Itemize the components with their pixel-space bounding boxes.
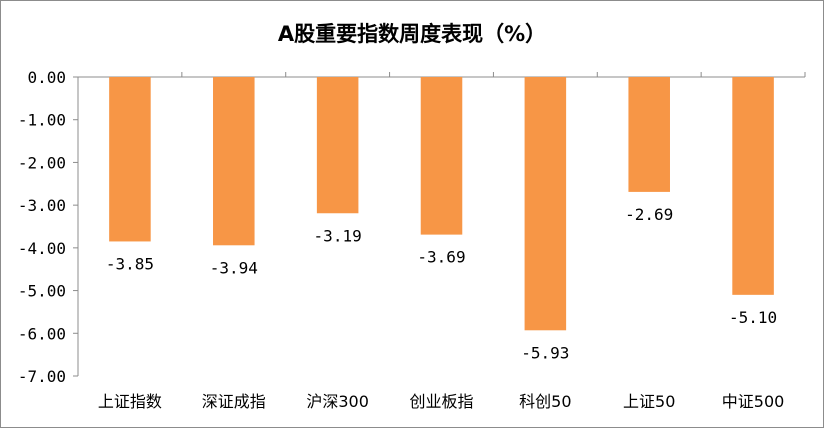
bar <box>109 77 151 242</box>
y-tick-label: -6.00 <box>18 324 66 343</box>
bar <box>213 77 255 246</box>
x-category-label: 中证500 <box>722 392 785 411</box>
y-tick-label: -5.00 <box>18 282 66 301</box>
x-axis-categories: 上证指数 深证成指 沪深300 创业板指 科创50 上证50 中证500 <box>98 392 784 411</box>
y-tick-label: -7.00 <box>18 367 66 386</box>
bar <box>524 77 567 331</box>
bars <box>109 77 774 331</box>
y-tick-label: -2.00 <box>18 153 66 172</box>
data-label: -3.19 <box>314 226 362 245</box>
x-category-label: 上证指数 <box>98 392 162 411</box>
y-tick-label: -1.00 <box>18 111 66 130</box>
data-label: -3.85 <box>106 254 154 273</box>
y-tick-label: -3.00 <box>18 196 66 215</box>
x-category-label: 科创50 <box>519 392 571 411</box>
bar <box>628 77 670 192</box>
x-category-label: 深证成指 <box>202 392 266 411</box>
data-label: -3.69 <box>417 248 465 267</box>
x-category-label: 创业板指 <box>409 392 473 411</box>
x-category-label: 沪深300 <box>306 392 369 411</box>
data-label: -2.69 <box>625 205 673 224</box>
data-label: -5.10 <box>729 308 777 327</box>
data-label: -3.94 <box>210 258 258 277</box>
data-labels: -3.85 -3.94 -3.19 -3.69 -5.93 -2.69 -5.10 <box>106 205 777 362</box>
bar <box>732 77 774 295</box>
bar <box>420 77 463 235</box>
chart-title: A股重要指数周度表现（%） <box>277 22 547 46</box>
y-tick-label: 0.00 <box>27 68 66 87</box>
data-label: -5.93 <box>521 343 569 362</box>
x-category-label: 上证50 <box>623 392 675 411</box>
bar <box>316 77 359 214</box>
y-tick-label: -4.00 <box>18 239 66 258</box>
